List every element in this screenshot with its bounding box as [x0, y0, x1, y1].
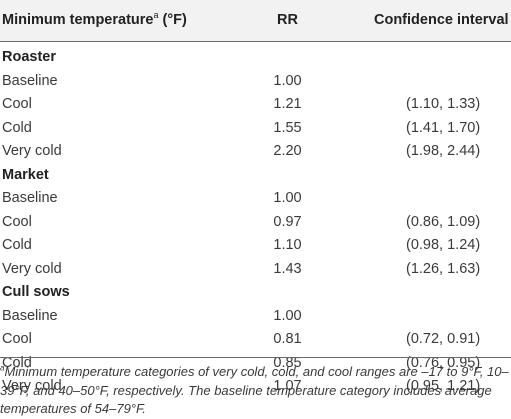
rr-cell: 1.00: [273, 72, 302, 89]
table-row: Cold 1.10 (0.98, 1.24): [0, 234, 511, 258]
rr-cell: 0.85: [273, 354, 302, 371]
table-row: Cold 0.85 (0.76, 0.95): [0, 352, 511, 376]
ci-cell: (0.98, 1.24): [406, 237, 481, 253]
table-row: Baseline 1.00: [0, 187, 511, 211]
category-cell: Very cold: [2, 143, 62, 159]
group-heading-row: Market: [0, 164, 511, 188]
header-min-temperature: Minimum temperaturea (°F): [2, 10, 187, 28]
category-cell: Baseline: [2, 307, 58, 324]
ci-cell: (1.10, 1.33): [406, 96, 481, 112]
rr-cell: 0.81: [273, 331, 302, 347]
category-cell: Cold: [2, 119, 32, 136]
category-cell: Cool: [2, 213, 32, 230]
table-row: Very cold 2.20 (1.98, 2.44): [0, 140, 511, 164]
category-cell: Cool: [2, 96, 32, 112]
group-heading-row: Roaster: [0, 46, 511, 70]
table-row: Cool 0.81 (0.72, 0.91): [0, 328, 511, 352]
table-body: Roaster Baseline 1.00 Cool 1.21 (1.10, 1.33) C…: [0, 46, 511, 399]
table-row: Very cold 1.43 (1.26, 1.63): [0, 258, 511, 282]
rr-cell: 1.55: [273, 119, 302, 136]
footnote-text: Minimum temperature categories of very c…: [0, 364, 509, 416]
table-row: Very cold 1.07 (0.95, 1.21): [0, 375, 511, 399]
group-heading: Roaster: [2, 49, 56, 65]
table-row: Cool 0.97 (0.86, 1.09): [0, 211, 511, 235]
ci-cell: (0.86, 1.09): [406, 213, 481, 230]
footnote-marker: a: [0, 363, 5, 373]
ci-cell: (1.41, 1.70): [406, 119, 481, 136]
rr-cell: 1.00: [273, 190, 302, 206]
table-header: Minimum temperaturea (°F) RR Confidence …: [0, 0, 511, 42]
rr-cell: 1.00: [273, 307, 302, 324]
table-row: Cold 1.55 (1.41, 1.70): [0, 117, 511, 141]
category-cell: Very cold: [2, 378, 62, 394]
header-confidence-interval: Confidence interval: [374, 12, 509, 28]
ci-cell: (0.76, 0.95): [406, 354, 481, 371]
group-heading: Cull sows: [2, 284, 70, 300]
category-cell: Baseline: [2, 190, 58, 206]
ci-cell: (1.98, 2.44): [406, 143, 481, 159]
rr-cell: 1.43: [273, 260, 302, 277]
category-cell: Cold: [2, 237, 32, 253]
table-footnote: aMinimum temperature categories of very …: [0, 357, 511, 419]
table-row: Cool 1.21 (1.10, 1.33): [0, 93, 511, 117]
rr-cell: 1.21: [273, 96, 302, 112]
table-row: Baseline 1.00: [0, 70, 511, 94]
header-rr: RR: [277, 12, 298, 28]
group-heading: Market: [2, 166, 49, 183]
category-cell: Very cold: [2, 260, 62, 277]
category-cell: Cold: [2, 354, 32, 371]
rr-cell: 0.97: [273, 213, 302, 230]
ci-cell: (0.72, 0.91): [406, 331, 481, 347]
rr-cell: 1.07: [273, 378, 302, 394]
results-table: Minimum temperaturea (°F) RR Confidence …: [0, 0, 511, 399]
category-cell: Cool: [2, 331, 32, 347]
table-row: Baseline 1.00: [0, 305, 511, 329]
ci-cell: (1.26, 1.63): [406, 260, 481, 277]
group-heading-row: Cull sows: [0, 281, 511, 305]
category-cell: Baseline: [2, 72, 58, 89]
rr-cell: 1.10: [273, 237, 302, 253]
ci-cell: (0.95, 1.21): [406, 378, 481, 394]
rr-cell: 2.20: [273, 143, 302, 159]
header-footnote-marker: a: [153, 10, 159, 21]
